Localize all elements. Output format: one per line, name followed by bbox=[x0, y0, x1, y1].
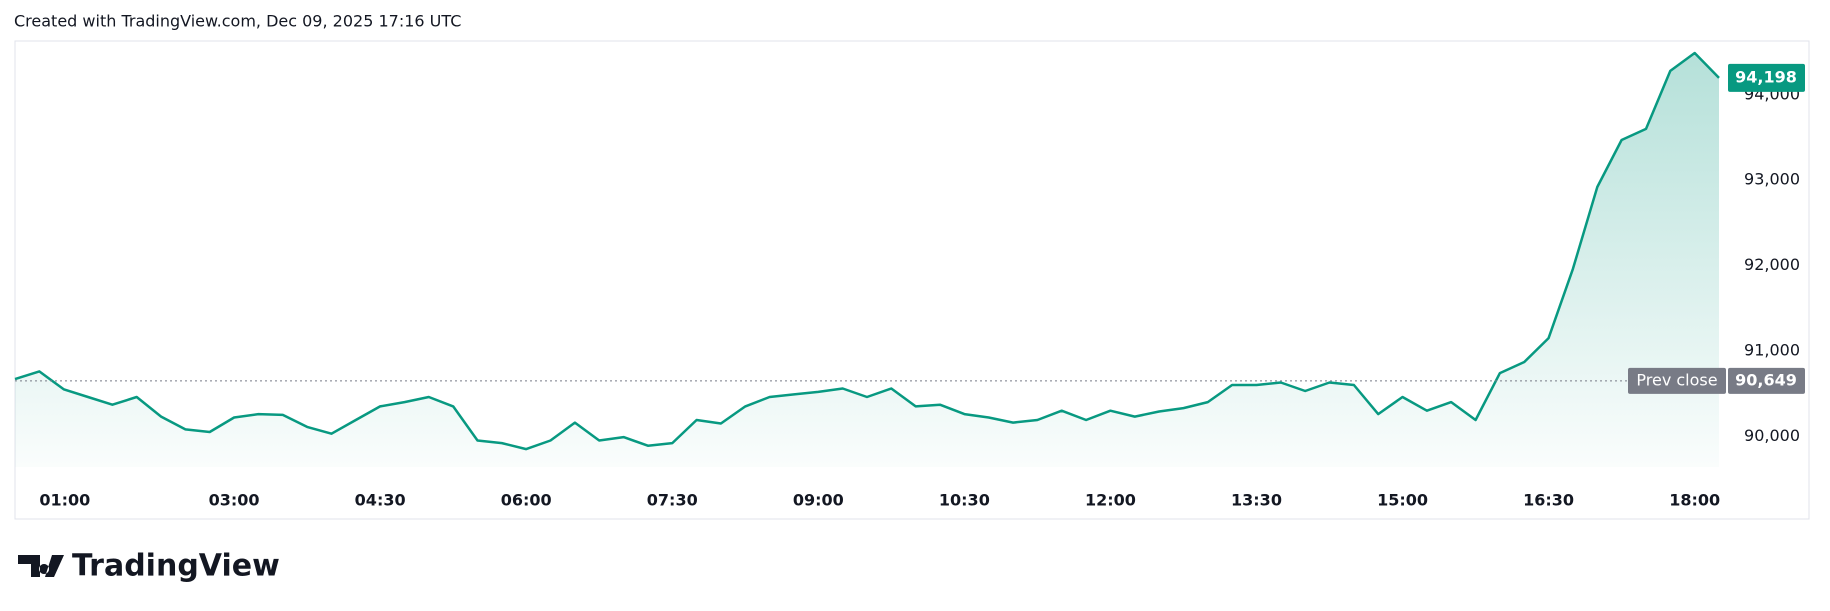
y-tick-label: 91,000 bbox=[1744, 340, 1800, 359]
logo: TradingView bbox=[18, 549, 280, 584]
prev-close-value-tag bbox=[1728, 367, 1805, 394]
last-value-label: 94,198 bbox=[1735, 67, 1797, 86]
x-tick-label: 16:30 bbox=[1523, 491, 1574, 510]
x-tick-label: 04:30 bbox=[355, 491, 406, 510]
logo-text: TradingView bbox=[72, 549, 280, 584]
prev-close-name: Prev close bbox=[1636, 370, 1717, 389]
prev-close-tag bbox=[1628, 367, 1726, 394]
y-tick-label: 92,000 bbox=[1744, 255, 1800, 274]
x-tick-label: 18:00 bbox=[1669, 491, 1720, 510]
x-tick-label: 09:00 bbox=[793, 491, 844, 510]
header-title: Created with TradingView.com, Dec 09, 20… bbox=[14, 12, 461, 31]
prev-close-value: 90,649 bbox=[1735, 370, 1797, 389]
x-tick-label: 10:30 bbox=[939, 491, 990, 510]
x-tick-label: 01:00 bbox=[39, 491, 90, 510]
x-tick-label: 03:00 bbox=[209, 491, 260, 510]
x-tick-label: 06:00 bbox=[501, 491, 552, 510]
x-tick-label: 07:30 bbox=[647, 491, 698, 510]
y-tick-label: 90,000 bbox=[1744, 426, 1800, 445]
y-tick-label: 93,000 bbox=[1744, 170, 1800, 189]
x-tick-label: 13:30 bbox=[1231, 491, 1282, 510]
x-tick-label: 15:00 bbox=[1377, 491, 1428, 510]
last-value-tag bbox=[1728, 63, 1805, 92]
chart-frame bbox=[14, 40, 1810, 520]
x-tick-label: 12:00 bbox=[1085, 491, 1136, 510]
area-fill bbox=[15, 53, 1719, 467]
logo-icon bbox=[18, 555, 64, 577]
price-line bbox=[14, 51, 1720, 451]
